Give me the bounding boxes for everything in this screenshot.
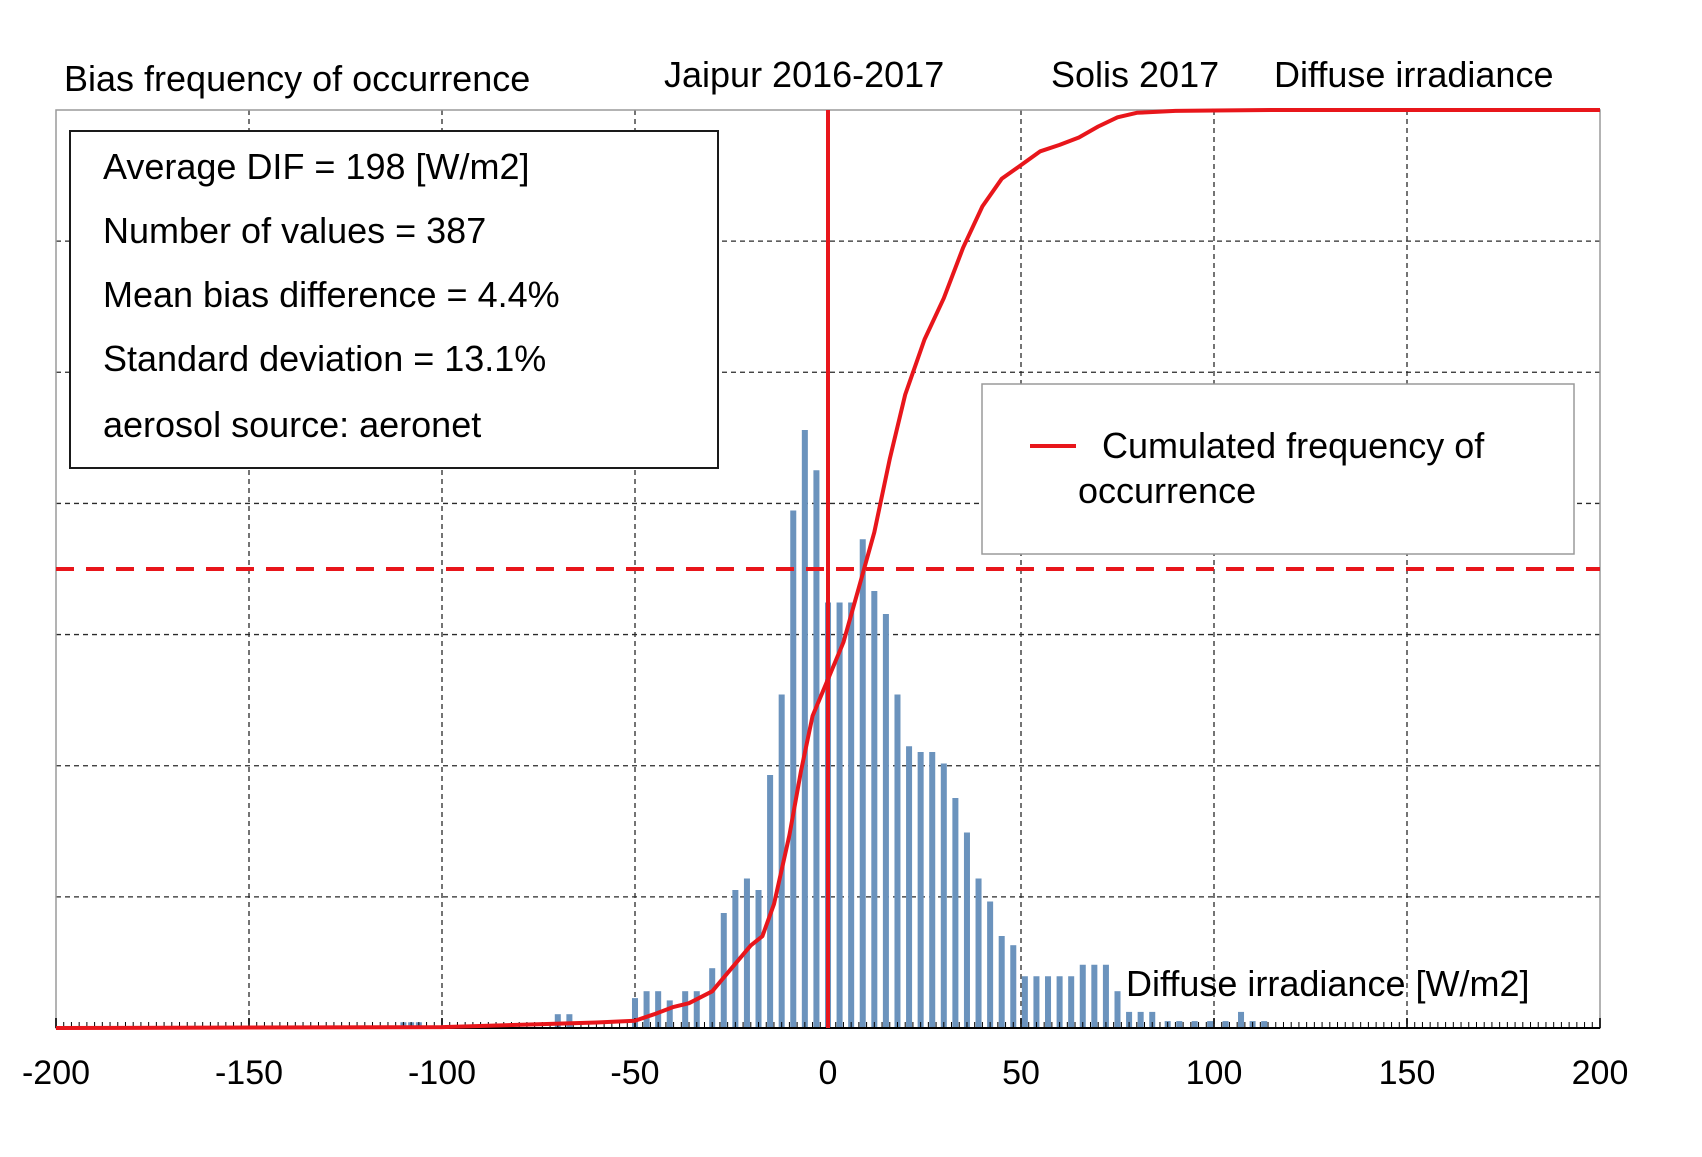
chart-title-model: Solis 2017 — [1051, 54, 1219, 95]
histogram-bar — [1238, 1011, 1245, 1028]
reference-lines — [56, 110, 1600, 1028]
x-tick-label: 200 — [1572, 1054, 1629, 1092]
histogram-bar — [1091, 964, 1098, 1028]
histogram-bar — [666, 1000, 673, 1028]
histogram-bar — [963, 832, 970, 1028]
histogram-bar — [1056, 976, 1063, 1028]
legend-frame — [981, 383, 1575, 555]
histogram-bar — [643, 991, 650, 1028]
histogram-bar — [1222, 1021, 1229, 1028]
histogram-bar — [1033, 976, 1040, 1028]
x-tick-label: 150 — [1379, 1054, 1436, 1092]
histogram-bar — [929, 752, 936, 1028]
histogram-bar — [871, 591, 878, 1028]
chart-title-left: Bias frequency of occurrence — [64, 58, 530, 99]
histogram-bar — [1045, 976, 1052, 1028]
histogram-bar — [952, 798, 959, 1028]
x-tick-label: -100 — [408, 1054, 476, 1092]
histogram-bar — [975, 878, 982, 1028]
histogram-bar — [682, 991, 689, 1028]
histogram-bar — [1010, 945, 1017, 1028]
legend-label-line1: Cumulated frequency of — [1102, 425, 1485, 466]
stats-average-dif: Average DIF = 198 [W/m2] — [103, 146, 530, 187]
stats-std-dev: Standard deviation = 13.1% — [103, 338, 546, 379]
histogram-bar — [917, 752, 924, 1028]
histogram-bar — [906, 746, 913, 1028]
legend-label-line2: occurrence — [1078, 470, 1256, 511]
stats-box-frame — [69, 130, 719, 469]
histogram-bar — [655, 991, 662, 1028]
stats-box: Average DIF = 198 [W/m2] Number of value… — [69, 130, 719, 469]
histogram-bar — [1176, 1021, 1183, 1028]
stats-aerosol-source: aerosol source: aeronet — [103, 404, 481, 445]
histogram-bar — [693, 991, 700, 1028]
histogram-bar — [554, 1014, 561, 1028]
histogram-bar — [1149, 1011, 1156, 1028]
x-axis-tick-labels: -200 -150 -100 -50 0 50 100 150 200 — [22, 1054, 1628, 1092]
histogram-bar — [1102, 964, 1109, 1028]
histogram-bar — [732, 890, 739, 1028]
histogram-bar — [1261, 1021, 1268, 1028]
histogram-bar — [940, 763, 947, 1028]
chart-title-variable: Diffuse irradiance — [1274, 54, 1553, 95]
x-tick-label: -150 — [215, 1054, 283, 1092]
histogram-bar — [998, 936, 1005, 1028]
histogram-bar — [790, 510, 797, 1028]
histogram-bar — [1068, 976, 1075, 1028]
x-tick-label: 50 — [1002, 1054, 1040, 1092]
histogram-bar — [709, 968, 716, 1028]
histogram-bar — [1191, 1021, 1198, 1028]
histogram-bar — [743, 878, 750, 1028]
x-axis-label: Diffuse irradiance [W/m2] — [1126, 963, 1529, 1004]
histogram-bar — [813, 470, 820, 1028]
x-tick-label: 100 — [1186, 1054, 1243, 1092]
histogram-bar — [859, 539, 866, 1028]
histogram-bar — [767, 775, 774, 1028]
histogram-bar — [720, 913, 727, 1028]
histogram-bar — [987, 901, 994, 1028]
x-tick-label: -50 — [610, 1054, 659, 1092]
histogram-bar — [1021, 976, 1028, 1028]
x-tick-label: 0 — [819, 1054, 838, 1092]
histogram-bar — [836, 602, 843, 1028]
histogram-bar — [1137, 1011, 1144, 1028]
histogram-bar — [631, 998, 639, 1028]
histogram-bar — [566, 1014, 573, 1028]
histogram-bar — [755, 890, 762, 1028]
histogram-bar — [848, 602, 855, 1028]
x-axis-minor-ticks — [55, 1018, 1601, 1028]
legend: Cumulated frequency of occurrence — [981, 383, 1575, 555]
histogram-bar — [894, 694, 901, 1028]
histogram-bar — [1079, 964, 1086, 1028]
x-tick-label: -200 — [22, 1054, 90, 1092]
histogram-bar — [882, 614, 889, 1028]
histogram-bar — [1114, 991, 1121, 1028]
stats-mean-bias: Mean bias difference = 4.4% — [103, 274, 560, 315]
histogram-bar — [1207, 1021, 1214, 1028]
histogram-bar — [1126, 1011, 1133, 1028]
stats-number-of-values: Number of values = 387 — [103, 210, 486, 251]
chart-title-station: Jaipur 2016-2017 — [664, 54, 944, 95]
cumulative-frequency-line — [55, 108, 1600, 1030]
histogram-bar — [801, 430, 808, 1028]
